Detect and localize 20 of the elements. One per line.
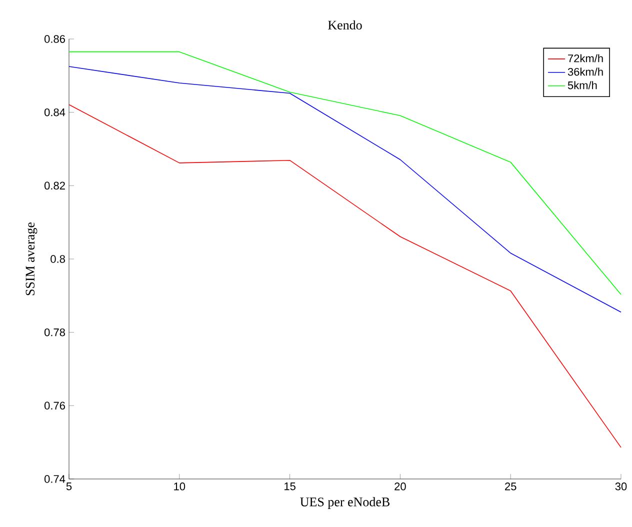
legend-label: 72km/h (568, 54, 603, 62)
x-tick-label: 30 (615, 482, 627, 490)
x-tick-label: 15 (284, 482, 296, 490)
y-axis-title: SSIM average (26, 222, 38, 296)
y-tick-label: 0.84 (44, 108, 66, 116)
x-tick-label: 25 (505, 482, 516, 490)
y-tick-label: 0.82 (44, 182, 65, 190)
x-tick-label: 5 (66, 482, 72, 490)
legend-label: 5km/h (568, 81, 597, 90)
legend-label: 36km/h (568, 68, 603, 76)
y-tick-label: 0.78 (44, 328, 65, 336)
y-tick-label: 0.74 (44, 475, 66, 483)
x-tick-label: 10 (174, 482, 186, 490)
y-tick-label: 0.8 (50, 255, 65, 263)
chart-title: Kendo (328, 20, 362, 30)
x-tick-label: 20 (394, 482, 406, 490)
x-axis-title: UES per eNodeB (300, 497, 390, 509)
y-tick-label: 0.86 (44, 35, 65, 43)
y-tick-label: 0.76 (44, 402, 65, 410)
line-series (68, 104, 622, 448)
